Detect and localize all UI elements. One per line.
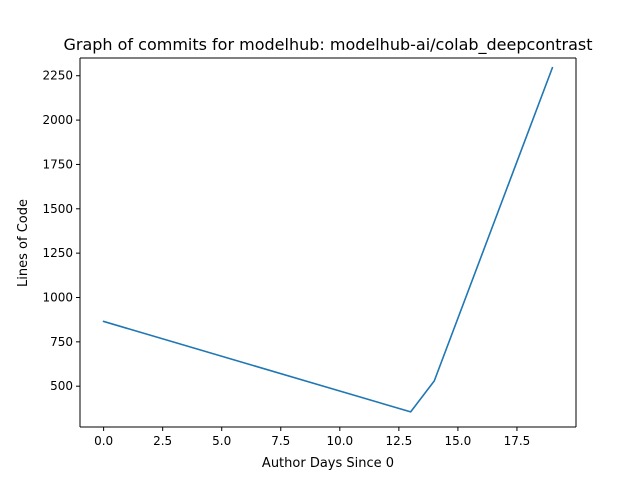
y-tick-label: 2000 <box>42 113 73 127</box>
plot-area-background <box>80 58 576 427</box>
x-tick-label: 17.5 <box>504 434 531 448</box>
x-axis-ticks: 0.0 2.5 5.0 7.5 10.0 12.5 15.0 17.5 <box>94 427 530 448</box>
x-tick-label: 2.5 <box>153 434 172 448</box>
series-layer <box>102 66 554 413</box>
y-tick-label: 1000 <box>42 290 73 304</box>
y-tick-label: 1500 <box>42 202 73 216</box>
x-tick-label: 5.0 <box>212 434 231 448</box>
x-tick-label: 10.0 <box>326 434 353 448</box>
x-tick-label: 7.5 <box>271 434 290 448</box>
x-axis-label: Author Days Since 0 <box>262 456 394 471</box>
y-axis-label: Lines of Code <box>16 199 31 287</box>
y-tick-label: 1750 <box>42 157 73 171</box>
y-tick-label: 1250 <box>42 246 73 260</box>
y-tick-label: 750 <box>50 335 73 349</box>
y-axis-ticks: 500 750 1000 1250 1500 1750 2000 2250 <box>42 69 80 393</box>
y-tick-label: 2250 <box>42 69 73 83</box>
x-tick-label: 15.0 <box>445 434 472 448</box>
series-line <box>102 66 554 413</box>
x-tick-label: 0.0 <box>94 434 113 448</box>
x-tick-label: 12.5 <box>385 434 412 448</box>
y-tick-label: 500 <box>50 379 73 393</box>
chart-title: Graph of commits for modelhub: modelhub-… <box>63 35 592 55</box>
